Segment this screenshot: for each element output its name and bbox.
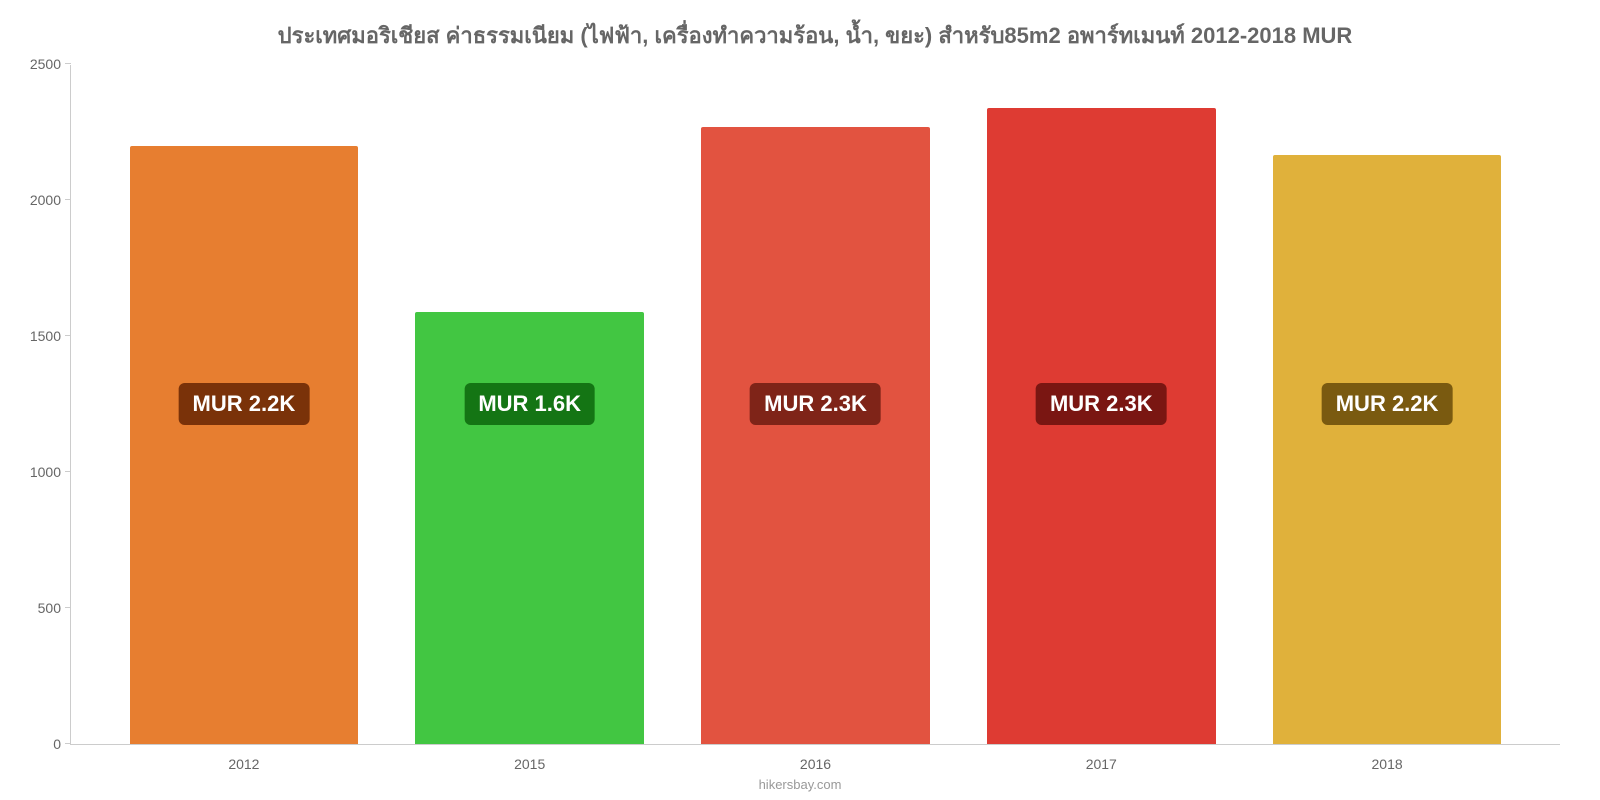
chart-container: ประเทศมอริเชียส ค่าธรรมเนียม (ไฟฟ้า, เคร… (0, 0, 1600, 800)
y-tick-label: 2500 (21, 56, 61, 72)
x-tick-label: 2015 (387, 756, 673, 772)
y-tick-label: 2000 (21, 192, 61, 208)
y-tick-label: 1000 (21, 464, 61, 480)
plot-area: 0 500 1000 1500 2000 2500 MUR 2.2K MUR 1… (70, 65, 1560, 745)
bar-slot: MUR 2.2K (1244, 65, 1530, 744)
x-tick-label: 2018 (1244, 756, 1530, 772)
bar-value-badge: MUR 2.2K (179, 383, 310, 425)
bar-value-badge: MUR 2.3K (750, 383, 881, 425)
x-tick-label: 2017 (958, 756, 1244, 772)
bars-group: MUR 2.2K MUR 1.6K MUR 2.3K MUR 2.3K (71, 65, 1560, 744)
bar-slot: MUR 1.6K (387, 65, 673, 744)
x-tick-label: 2016 (673, 756, 959, 772)
x-axis-labels: 2012 2015 2016 2017 2018 (71, 756, 1560, 772)
bar-value-badge: MUR 2.2K (1322, 383, 1453, 425)
bar-slot: MUR 2.3K (673, 65, 959, 744)
bar-2015: MUR 1.6K (415, 312, 644, 744)
bar-2018: MUR 2.2K (1273, 155, 1502, 744)
y-tick-mark (65, 63, 71, 64)
chart-source: hikersbay.com (759, 777, 842, 792)
bar-value-badge: MUR 1.6K (464, 383, 595, 425)
chart-title: ประเทศมอริเชียส ค่าธรรมเนียม (ไฟฟ้า, เคร… (70, 18, 1560, 53)
bar-2016: MUR 2.3K (701, 127, 930, 744)
x-tick-label: 2012 (101, 756, 387, 772)
y-tick-label: 500 (21, 600, 61, 616)
y-tick-label: 0 (21, 736, 61, 752)
bar-2017: MUR 2.3K (987, 108, 1216, 744)
bar-2012: MUR 2.2K (130, 146, 359, 744)
bar-value-badge: MUR 2.3K (1036, 383, 1167, 425)
bar-slot: MUR 2.3K (958, 65, 1244, 744)
bar-slot: MUR 2.2K (101, 65, 387, 744)
y-tick-label: 1500 (21, 328, 61, 344)
